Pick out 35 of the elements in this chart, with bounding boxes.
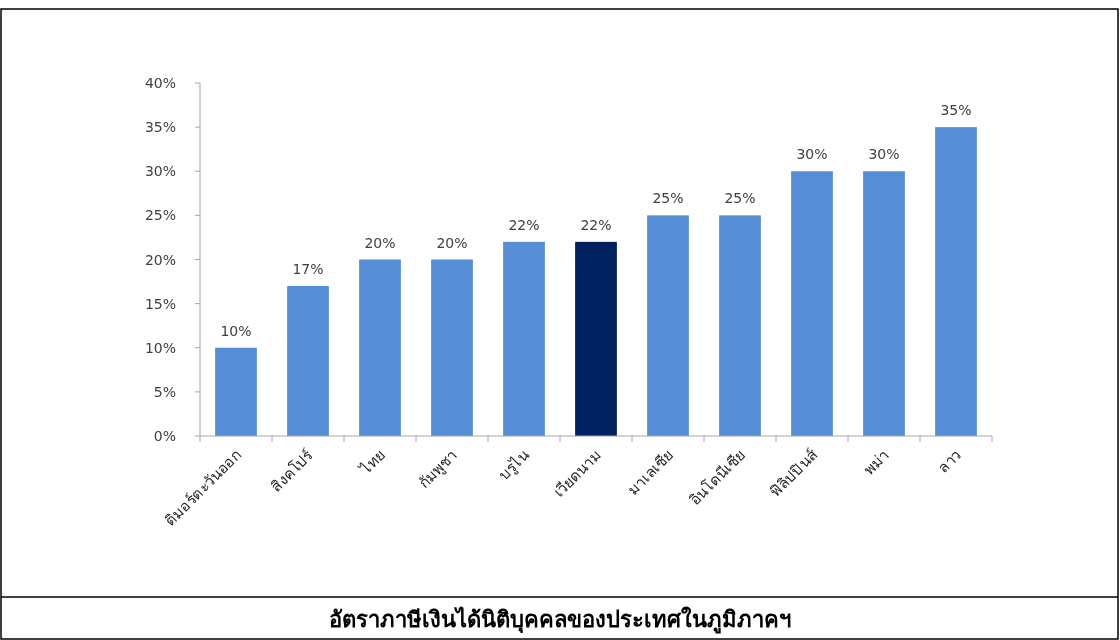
bar — [575, 241, 617, 436]
data-label: 30% — [868, 146, 900, 163]
bar — [287, 285, 329, 436]
bar — [647, 215, 689, 436]
data-label: 22% — [508, 216, 540, 233]
data-label: 25% — [724, 190, 756, 207]
data-label: 17% — [292, 260, 324, 277]
y-tick-label: 20% — [144, 251, 176, 268]
bar — [863, 171, 905, 436]
data-label: 35% — [940, 102, 972, 119]
y-tick-label: 30% — [144, 163, 176, 180]
bar — [719, 215, 761, 436]
bar — [359, 259, 401, 436]
bar — [791, 171, 833, 436]
data-label: 30% — [796, 146, 828, 163]
data-label: 20% — [364, 234, 396, 251]
data-label: 20% — [436, 234, 468, 251]
bar — [935, 127, 977, 436]
y-tick-label: 5% — [153, 383, 176, 400]
data-label: 22% — [580, 216, 612, 233]
x-tick-label: ลาว — [934, 446, 965, 476]
bar — [503, 241, 545, 436]
y-tick-label: 10% — [144, 339, 176, 356]
bar — [215, 347, 257, 436]
x-tick-label: พม่า — [860, 446, 893, 478]
y-tick-label: 40% — [144, 75, 176, 91]
bar — [431, 259, 473, 436]
data-label: 10% — [220, 322, 252, 339]
data-label: 25% — [652, 190, 684, 207]
text: อัตราภาษีเงินได้นิติบุคคลของประเทศในภูมิภาคฯ — [329, 606, 791, 634]
y-tick-label: 35% — [144, 119, 176, 136]
y-tick-label: 15% — [144, 295, 176, 312]
x-tick-label: ไทย — [356, 446, 389, 478]
y-tick-label: 0% — [153, 428, 176, 444]
y-tick-label: 25% — [144, 207, 176, 224]
